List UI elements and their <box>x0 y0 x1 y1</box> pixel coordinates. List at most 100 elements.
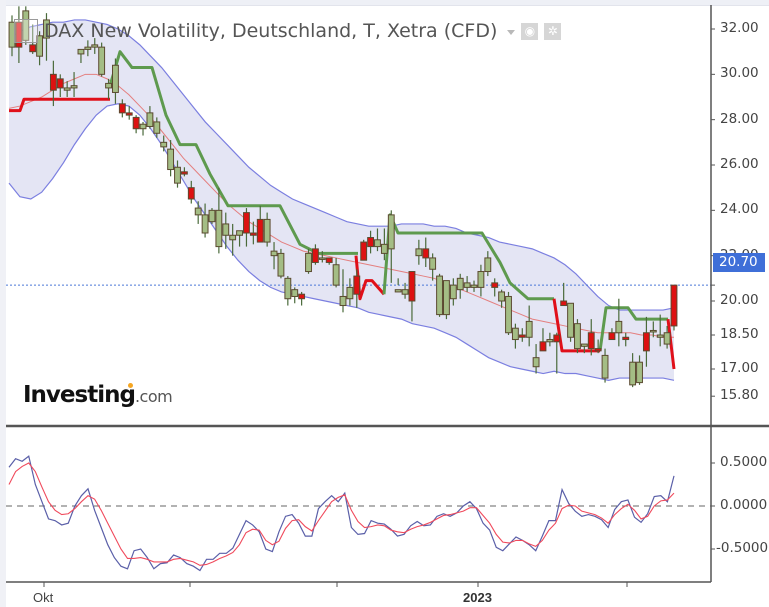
candle <box>553 334 561 343</box>
candle <box>484 257 492 273</box>
candle <box>325 257 333 263</box>
chart-title-bar: DAX New Volatility, Deutschland, T, Xetr… <box>14 17 562 45</box>
candle <box>298 293 306 300</box>
oscillator-tick-label: -0.5000 <box>716 540 769 556</box>
candle <box>642 332 650 352</box>
candle <box>291 289 299 297</box>
candle <box>594 348 602 352</box>
candle <box>649 329 657 333</box>
candle <box>491 282 499 288</box>
eye-icon[interactable]: ◉ <box>521 22 539 40</box>
candle <box>629 361 637 386</box>
price-tick-label: 15.80 <box>720 387 759 404</box>
logo-accent-dot <box>128 383 133 388</box>
candle <box>511 327 519 341</box>
candle <box>49 73 57 91</box>
price-tick-label: 32.00 <box>720 20 759 36</box>
candle <box>167 148 175 171</box>
candle <box>525 320 533 338</box>
oscillator-main <box>8 455 675 572</box>
logo-suffix: .com <box>134 387 173 406</box>
logo-main: Investing <box>23 382 136 408</box>
candle <box>174 166 181 184</box>
candle <box>332 264 340 286</box>
candle <box>422 248 430 259</box>
candle <box>36 35 44 57</box>
time-tick-label: 2023 <box>463 590 492 605</box>
candle <box>132 116 140 130</box>
caret-down-icon[interactable] <box>507 29 516 35</box>
candle <box>429 257 437 270</box>
candle <box>194 207 202 216</box>
time-tick-label: Okt <box>33 590 54 605</box>
candle <box>263 218 271 243</box>
gear-icon[interactable]: ✲ <box>544 22 562 40</box>
candle <box>105 82 112 89</box>
candle <box>98 46 106 75</box>
candle <box>63 87 71 91</box>
candle <box>139 123 147 130</box>
candle <box>622 336 630 341</box>
candle <box>118 103 126 114</box>
top-edge <box>0 0 769 6</box>
candle <box>270 250 278 257</box>
candle <box>601 354 609 379</box>
candle <box>153 121 161 134</box>
candle <box>367 237 375 248</box>
price-tick-label: 30.00 <box>720 65 759 82</box>
candle <box>125 112 133 116</box>
candle <box>663 332 671 345</box>
candle <box>574 323 581 350</box>
candle <box>318 257 326 260</box>
left-edge <box>0 0 6 607</box>
candle <box>208 209 216 223</box>
candle <box>160 141 168 148</box>
candle <box>518 334 526 338</box>
price-tick-label: 17.00 <box>720 360 759 376</box>
candle <box>567 302 574 338</box>
chart-title[interactable]: DAX New Volatility, Deutschland, T, Xetr… <box>44 20 498 42</box>
sma-line <box>8 73 674 338</box>
price-tick-label: 18.50 <box>720 326 759 342</box>
candle <box>146 112 154 127</box>
candle <box>15 21 23 48</box>
candle <box>222 223 230 236</box>
price-tick-label: 26.00 <box>720 156 759 172</box>
price-tick-label: 20.00 <box>720 292 759 308</box>
candle <box>456 277 464 291</box>
candle <box>436 275 443 316</box>
candle <box>580 343 588 347</box>
investing-logo: Investing .com <box>23 382 173 408</box>
candle <box>236 230 243 236</box>
candle <box>470 284 478 288</box>
axes <box>6 5 769 428</box>
oscillator-tick-label: 0.5000 <box>720 454 768 470</box>
candle <box>346 286 354 300</box>
candle <box>408 271 416 302</box>
candle <box>201 214 209 234</box>
oscillator-signal <box>8 462 675 566</box>
candle <box>539 341 547 352</box>
candle <box>498 291 506 302</box>
candle <box>112 64 119 93</box>
candle <box>532 357 540 368</box>
candle <box>311 248 319 263</box>
candle <box>256 218 264 243</box>
bollinger-upper <box>8 19 675 311</box>
candle <box>22 10 30 41</box>
chart-handle-icon[interactable] <box>14 19 38 43</box>
candle <box>229 234 237 241</box>
candle <box>401 289 409 295</box>
candle <box>305 252 312 273</box>
oscillator-panel <box>6 427 715 587</box>
candle <box>360 241 368 261</box>
candle <box>84 46 92 50</box>
candle <box>56 78 64 89</box>
candle <box>463 282 471 288</box>
candle <box>656 334 664 338</box>
candle <box>394 289 402 293</box>
price-tick-label: 24.00 <box>720 201 759 218</box>
candle <box>187 187 195 200</box>
